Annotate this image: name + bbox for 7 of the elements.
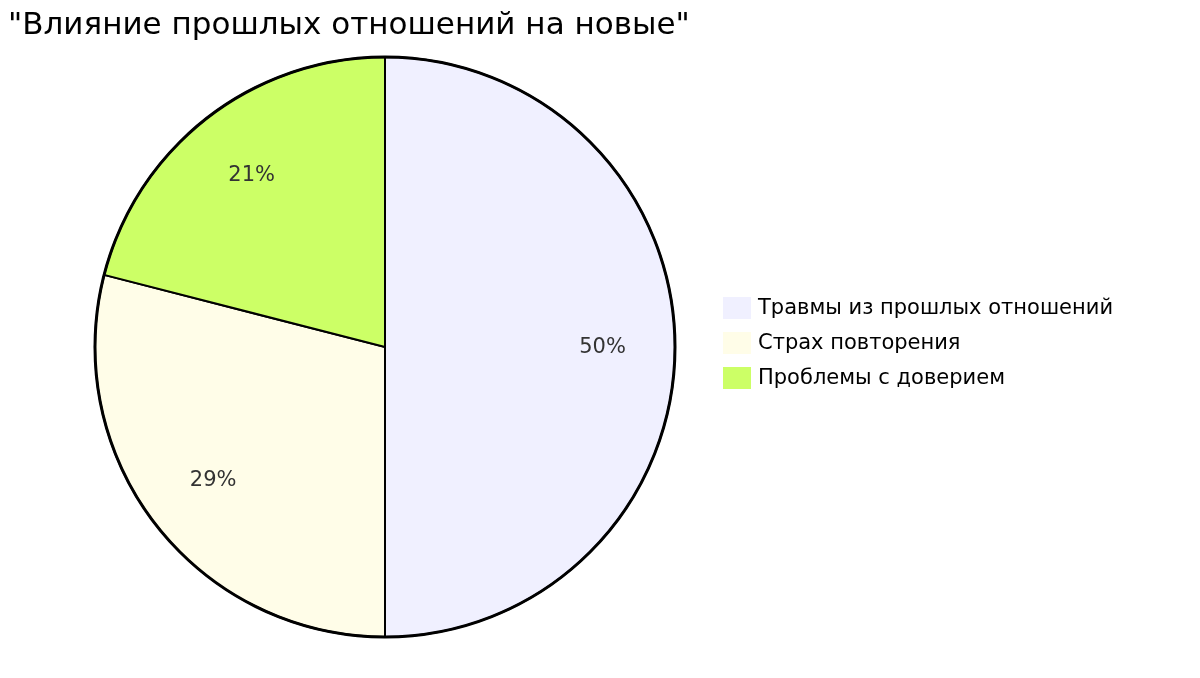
chart-title: "Влияние прошлых отношений на новые" (8, 5, 690, 41)
data-label: 21% (228, 162, 276, 187)
data-label: 29% (189, 467, 237, 492)
data-label: 50% (579, 334, 626, 358)
slice-label: Травмы из прошлых отношений (757, 295, 1114, 319)
legend-label: Страх повторения (758, 330, 961, 354)
legend-label: Проблемы с доверием (758, 365, 1005, 389)
